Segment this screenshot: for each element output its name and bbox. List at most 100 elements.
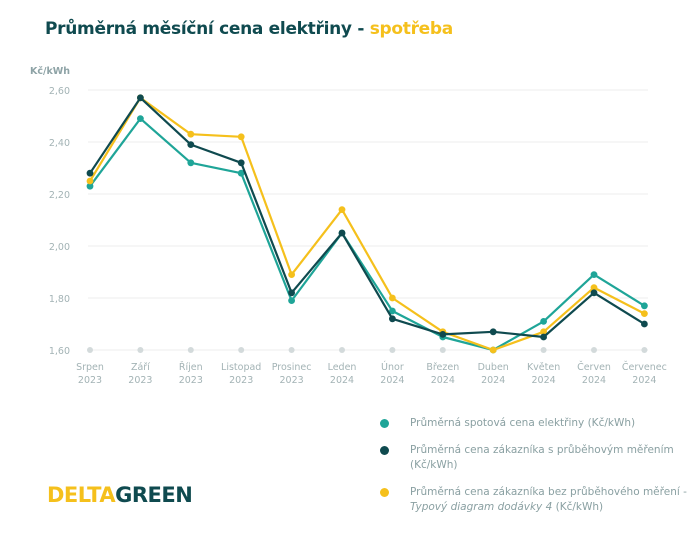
x-tick-dot xyxy=(389,347,396,353)
legend-label-italic: Typový diagram dodávky 4 xyxy=(410,501,553,513)
data-point xyxy=(288,289,295,297)
data-point xyxy=(540,328,547,336)
x-tick-dot xyxy=(87,347,93,353)
title-main: Průměrná měsíční cena elektřiny - xyxy=(45,19,370,39)
data-point xyxy=(540,318,547,325)
x-tick-dot xyxy=(238,347,245,353)
x-tick-label-month: Květen xyxy=(527,362,560,373)
x-tick-label-month: Říjen xyxy=(179,362,203,373)
x-tick-dot xyxy=(137,347,144,353)
x-tick-label-year: 2023 xyxy=(229,375,253,386)
x-tick-dot xyxy=(187,347,194,353)
chart-title: Průměrná měsíční cena elektřiny - spotře… xyxy=(45,19,453,39)
line-chart: 1,60 1,80 2,00 2,20 2,40 2,60 Srpen 2023 Září 20… xyxy=(49,86,667,386)
x-tick-dot xyxy=(288,347,295,353)
data-point xyxy=(237,133,245,141)
x-tick-label-year: 2024 xyxy=(532,375,556,386)
data-point xyxy=(389,294,396,302)
data-point xyxy=(86,177,94,185)
data-point xyxy=(590,284,598,291)
data-point xyxy=(237,159,245,167)
y-axis-unit-label: Kč/kWh xyxy=(30,66,71,77)
x-tick-labels: Srpen 2023 Září 2023 Říjen 2023 Listopad 2023 Pr… xyxy=(76,347,667,386)
data-point xyxy=(540,333,547,341)
legend-label: Průměrná cena zákazníka bez průběhového … xyxy=(410,486,687,498)
x-tick-label-month: Únor xyxy=(381,361,404,373)
y-tick-label: 2,40 xyxy=(49,138,70,149)
x-tick-label-year: 2023 xyxy=(128,375,152,386)
x-tick-label-year: 2024 xyxy=(582,375,606,386)
gridlines xyxy=(88,89,648,351)
data-point xyxy=(187,159,195,167)
x-tick-label-month: Červen xyxy=(577,361,611,373)
x-tick-label-year: 2024 xyxy=(431,375,455,386)
deltagreen-logo: DELTAGREEN xyxy=(47,483,193,507)
y-tick-label: 2,60 xyxy=(49,86,70,97)
data-point xyxy=(489,346,497,354)
data-point xyxy=(590,289,598,297)
data-point xyxy=(338,206,346,214)
legend-dot-icon xyxy=(380,488,389,497)
data-point xyxy=(237,169,245,177)
legend-item-tdd4: Průměrná cena zákazníka bez průběhového … xyxy=(378,485,698,515)
data-point xyxy=(187,130,195,138)
data-point xyxy=(641,310,648,317)
x-tick-label-year: 2024 xyxy=(330,375,354,386)
legend-dot-icon xyxy=(380,419,389,428)
series-line xyxy=(89,96,645,339)
legend-label: Průměrná spotová cena elektřiny (Kč/kWh) xyxy=(410,417,636,429)
y-tick-label: 1,60 xyxy=(49,346,70,357)
x-tick-label-month: Srpen xyxy=(76,362,104,373)
series-line xyxy=(89,117,645,352)
x-tick-dot xyxy=(540,347,547,353)
x-tick-label-year: 2024 xyxy=(632,375,656,386)
data-point xyxy=(288,271,295,278)
data-point xyxy=(187,141,195,149)
data-point xyxy=(389,315,396,323)
data-point xyxy=(489,328,497,336)
x-tick-label-year: 2023 xyxy=(78,375,102,386)
x-tick-dot xyxy=(591,347,597,353)
legend: Průměrná spotová cena elektřiny (Kč/kWh)… xyxy=(378,416,698,527)
data-point xyxy=(641,320,648,328)
y-tick-label: 1,80 xyxy=(49,294,70,305)
data-point xyxy=(86,182,94,190)
x-tick-dot xyxy=(339,347,345,353)
data-point xyxy=(137,94,144,102)
data-point xyxy=(137,115,144,122)
data-point xyxy=(389,307,396,315)
legend-item-spot: Průměrná spotová cena elektřiny (Kč/kWh) xyxy=(378,416,698,431)
x-tick-label-month: Červenec xyxy=(622,361,667,373)
x-tick-label-month: Březen xyxy=(426,362,459,373)
data-point xyxy=(288,297,295,304)
x-tick-dot xyxy=(641,347,648,353)
x-tick-label-month: Leden xyxy=(328,362,357,373)
series-1 xyxy=(86,115,648,354)
series-line xyxy=(89,96,645,352)
x-tick-label-year: 2023 xyxy=(280,375,304,386)
x-tick-label-month: Září xyxy=(131,362,150,373)
series-2 xyxy=(86,94,648,341)
y-tick-labels: 1,60 1,80 2,00 2,20 2,40 2,60 xyxy=(49,86,70,357)
data-point xyxy=(338,229,346,237)
legend-item-interval: Průměrná cena zákazníka s průběhovým měř… xyxy=(378,443,698,473)
x-tick-label-year: 2023 xyxy=(179,375,203,386)
data-point xyxy=(439,331,447,338)
title-accent: spotřeba xyxy=(369,19,454,39)
y-tick-label: 2,00 xyxy=(49,242,70,253)
y-tick-label: 2,20 xyxy=(49,190,70,201)
data-point xyxy=(86,169,94,177)
x-tick-dot xyxy=(439,347,446,353)
x-tick-label-month: Prosinec xyxy=(272,362,312,373)
logo-delta: DELTA xyxy=(47,483,116,507)
series-lines xyxy=(86,94,648,354)
legend-label-suffix: (Kč/kWh) xyxy=(552,501,604,513)
data-point xyxy=(590,271,598,278)
series-3 xyxy=(86,94,648,354)
legend-label: Průměrná cena zákazníka s průběhovým měř… xyxy=(410,444,674,471)
x-tick-label-month: Listopad xyxy=(221,362,261,373)
legend-dot-icon xyxy=(380,446,389,455)
data-point xyxy=(641,302,648,310)
x-tick-label-year: 2024 xyxy=(481,375,505,386)
x-tick-label-year: 2024 xyxy=(380,375,404,386)
